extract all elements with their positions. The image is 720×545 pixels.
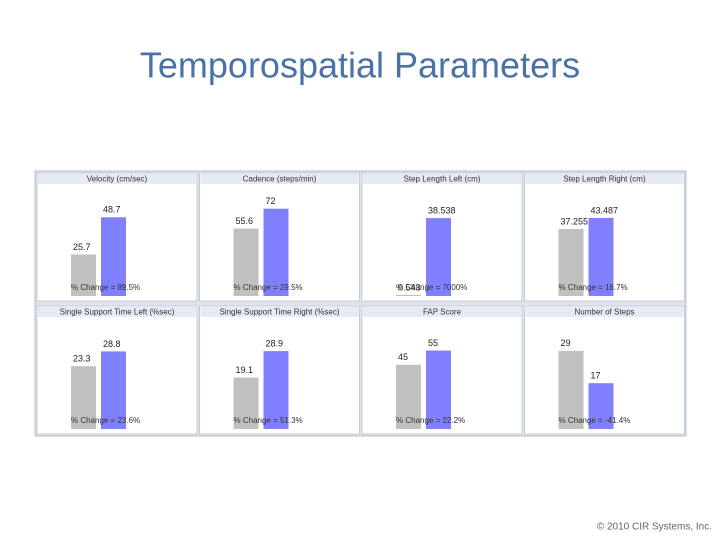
bar (233, 228, 259, 296)
bar (263, 208, 289, 296)
chart-title: Velocity (cm/sec) (87, 175, 148, 184)
bar (558, 350, 584, 429)
chart-title-bar (38, 174, 196, 184)
chart-title: Number of Steps (574, 308, 634, 317)
chart-title-bar (363, 307, 521, 317)
bar (71, 366, 96, 429)
change-annotation: % Change = 89.5% (71, 283, 140, 292)
bar (588, 217, 614, 296)
chart-title-bar (363, 174, 521, 184)
bar (396, 294, 421, 296)
change-annotation: % Change = 22.2% (396, 416, 465, 425)
chart-title: Single Support Time Left (%sec) (60, 308, 175, 317)
value-label: 55 (428, 338, 438, 348)
bar (263, 351, 289, 429)
bar (233, 377, 259, 429)
value-label: 0.543 (398, 282, 421, 292)
value-label: 37.255 (561, 216, 589, 226)
chart-title: Cadence (steps/min) (243, 175, 317, 184)
value-label: 28.9 (266, 339, 284, 349)
bar (588, 383, 614, 429)
change-annotation: % Change = 23.6% (71, 416, 140, 425)
chart-title: Step Length Right (cm) (563, 175, 646, 184)
bar (558, 229, 584, 296)
value-label: 19.1 (236, 365, 254, 375)
value-label: 25.7 (73, 242, 91, 252)
value-label: 29 (561, 338, 571, 348)
change-annotation: % Change = 51.3% (234, 416, 303, 425)
value-label: 38.538 (428, 205, 456, 215)
chart-title-bar (38, 307, 196, 317)
chart-title-bar (200, 307, 359, 317)
value-label: 55.6 (236, 216, 254, 226)
slide-title: Temporospatial Parameters (140, 45, 580, 86)
value-label: 28.8 (103, 339, 121, 349)
value-label: 48.7 (103, 205, 121, 215)
bar (426, 218, 451, 296)
change-annotation: % Change = 29.5% (234, 283, 303, 292)
chart-title-bar (525, 307, 684, 317)
bar (426, 350, 451, 429)
bar (396, 364, 421, 429)
chart-title: FAP Score (423, 308, 462, 317)
value-label: 43.487 (591, 205, 619, 215)
footer: © 2010 CIR Systems, Inc. (597, 522, 712, 533)
bar (101, 351, 126, 429)
chart-title: Single Support Time Right (%sec) (219, 308, 339, 317)
value-label: 17 (591, 371, 601, 381)
chart-title-bar (200, 174, 359, 184)
change-annotation: % Change = 16.7% (559, 283, 628, 292)
change-annotation: % Change = -41.4% (559, 416, 631, 425)
chart-title: Step Length Left (cm) (404, 175, 481, 184)
change-annotation: % Change = 7000% (396, 283, 467, 292)
bar (71, 254, 96, 296)
value-label: 45 (398, 352, 408, 362)
value-label: 23.3 (73, 354, 91, 364)
value-label: 72 (266, 196, 276, 206)
chart-title-bar (525, 174, 684, 184)
bar (101, 217, 126, 296)
